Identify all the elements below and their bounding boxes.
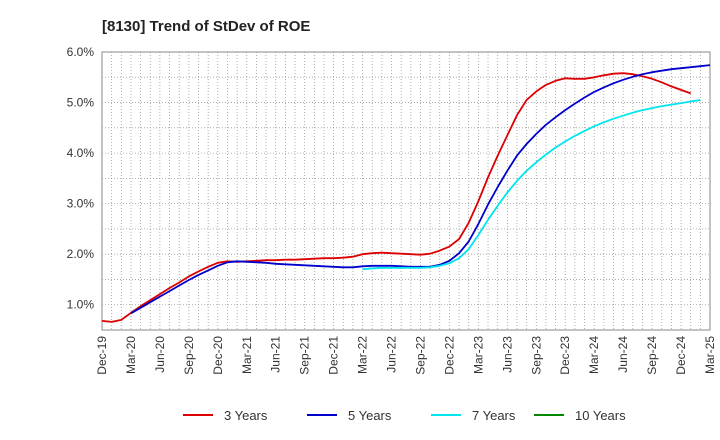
x-tick-label: Sep-21	[298, 336, 312, 375]
chart-title: [8130] Trend of StDev of ROE	[102, 18, 310, 35]
legend-label: 10 Years	[575, 408, 626, 423]
x-tick-label: Dec-21	[327, 336, 341, 375]
series-line-3-years	[101, 72, 692, 323]
x-tick-label: Dec-20	[211, 336, 225, 375]
x-tick-label: Mar-20	[124, 336, 138, 374]
y-tick-label: 2.0%	[67, 247, 95, 261]
x-tick-label: Sep-20	[182, 336, 196, 375]
x-tick-label: Dec-19	[95, 336, 109, 375]
y-tick-label: 5.0%	[67, 96, 95, 110]
axes: 1.0% 2.0% 3.0% 4.0% 5.0% 6.0% Dec-19 Mar-20 Jun-…	[67, 45, 717, 375]
x-tick-label: Sep-22	[413, 336, 427, 375]
y-tick-label: 3.0%	[67, 197, 95, 211]
plot-area	[101, 51, 711, 331]
y-tick-label: 4.0%	[67, 146, 95, 160]
x-tick-label: Dec-22	[442, 336, 456, 375]
series-lines	[101, 64, 711, 323]
x-tick-label: Mar-25	[703, 336, 717, 374]
legend-label: 3 Years	[224, 408, 268, 423]
x-tick-label: Mar-24	[587, 336, 601, 374]
x-tick-label: Mar-21	[240, 336, 254, 374]
legend-label: 7 Years	[472, 408, 516, 423]
x-tick-label: Sep-23	[529, 336, 543, 375]
y-tick-label: 1.0%	[67, 298, 95, 312]
x-tick-label: Mar-23	[471, 336, 485, 374]
x-tick-label: Dec-23	[558, 336, 572, 375]
x-tick-label: Jun-20	[153, 336, 167, 373]
legend-label: 5 Years	[348, 408, 392, 423]
x-tick-label: Jun-22	[385, 336, 399, 373]
series-line-5-years	[130, 64, 711, 315]
x-tick-label: Dec-24	[674, 336, 688, 375]
grid	[101, 51, 711, 331]
x-tick-label: Sep-24	[645, 336, 659, 375]
series-line-7-years	[362, 99, 701, 271]
legend: 3 Years 5 Years 7 Years 10 Years	[183, 408, 626, 423]
x-tick-label: Jun-21	[269, 336, 283, 373]
x-tick-label: Jun-23	[500, 336, 514, 373]
x-tick-label: Jun-24	[616, 336, 630, 373]
y-tick-label: 6.0%	[67, 45, 95, 59]
x-tick-label: Mar-22	[356, 336, 370, 374]
